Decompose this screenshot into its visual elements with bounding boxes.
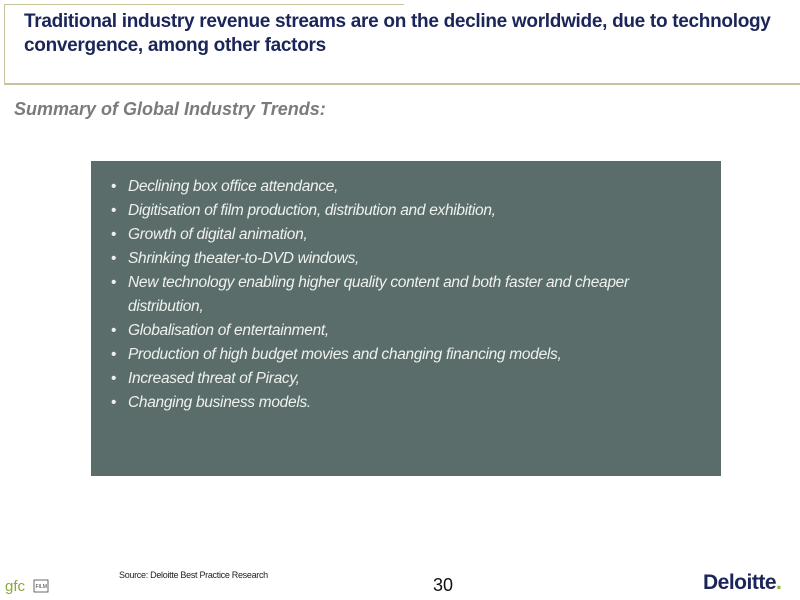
bullet-icon: • [111, 226, 117, 243]
trend-item: • Globalisation of entertainment, [107, 319, 697, 343]
section-subtitle: Summary of Global Industry Trends: [14, 99, 326, 119]
bullet-icon: • [111, 274, 117, 291]
trend-item: • Changing business models. [107, 391, 697, 415]
trend-item: • Increased threat of Piracy, [107, 367, 697, 391]
frame-top-line [4, 4, 404, 5]
bullet-icon: • [111, 322, 117, 339]
trend-text: Globalisation of entertainment, [128, 322, 329, 339]
bullet-icon: • [111, 370, 117, 387]
source-note: Source: Deloitte Best Practice Research [119, 570, 268, 580]
bullet-icon: • [111, 202, 117, 219]
trend-item: • Growth of digital animation, [107, 223, 697, 247]
trend-item: • New technology enabling higher quality … [107, 271, 697, 319]
logo-box [33, 579, 49, 593]
bullet-icon: • [111, 250, 117, 267]
trend-text: Digitisation of film production, distrib… [128, 202, 496, 219]
gfc-film-logo-icon: gfc FILM [5, 578, 49, 595]
trend-item: • Digitisation of film production, distri… [107, 199, 697, 223]
trend-text: Shrinking theater-to-DVD windows, [128, 250, 360, 267]
frame-left-line [4, 4, 5, 84]
gfc-logo-text: gfc [5, 578, 26, 595]
page-number: 30 [433, 575, 454, 595]
trends-list: • Declining box office attendance, • Digit… [107, 175, 697, 415]
trend-text: Declining box office attendance, [128, 178, 339, 195]
deloitte-logo: Deloitte. [703, 571, 782, 595]
slide-title: Traditional industry revenue streams are… [24, 11, 771, 56]
trends-panel: • Declining box office attendance, • Digit… [91, 161, 721, 476]
trend-item: • Production of high budget movies and ch… [107, 343, 697, 367]
trend-text: New technology enabling higher quality c… [128, 274, 629, 315]
brand-dot: . [776, 571, 782, 594]
bullet-icon: • [111, 178, 117, 195]
bullet-icon: • [111, 346, 117, 363]
trend-text: Changing business models. [128, 394, 311, 411]
trend-item: • Shrinking theater-to-DVD windows, [107, 247, 697, 271]
trend-item: • Declining box office attendance, [107, 175, 697, 199]
gfc-logo-subtext: FILM [36, 584, 47, 590]
bullet-icon: • [111, 394, 117, 411]
title-frame [4, 4, 800, 85]
trend-text: Production of high budget movies and cha… [128, 346, 562, 363]
trend-text: Growth of digital animation, [128, 226, 308, 243]
frame-bottom-line [4, 83, 800, 85]
brand-text: Deloitte [703, 571, 777, 594]
trend-text: Increased threat of Piracy, [128, 370, 300, 387]
